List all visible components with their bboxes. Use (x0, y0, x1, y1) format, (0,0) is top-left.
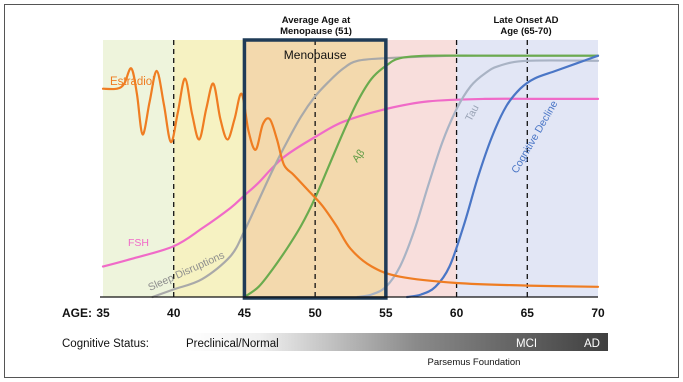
x-tick-label: 40 (167, 306, 181, 320)
x-axis-ticks: 35 40 45 50 55 60 65 70 (96, 306, 605, 320)
annotation-menopause-avg-line1: Average Age at (282, 15, 351, 26)
x-axis-label: AGE: (62, 306, 92, 320)
x-tick-label: 70 (591, 306, 605, 320)
region-45-50 (244, 40, 316, 297)
annotation-menopause-avg-line2: Menopause (51) (280, 26, 352, 37)
region-35-40 (103, 40, 174, 297)
series-line-a (243, 54, 600, 299)
cognitive-status-title: Cognitive Status: (62, 338, 149, 350)
series-line-estradiol (101, 67, 600, 288)
annotation-late-onset-line2: Age (65-70) (500, 26, 551, 37)
series-curves (101, 54, 600, 299)
menopause-box-label: Menopause (284, 48, 347, 62)
annotations: Average Age at Menopause (51) Late Onset… (280, 15, 559, 37)
cognitive-status-bar (182, 333, 608, 351)
x-tick-label: 55 (379, 306, 393, 320)
x-tick-label: 60 (450, 306, 464, 320)
series-label-fsh: FSH (128, 237, 149, 249)
annotation-late-onset-line1: Late Onset AD (493, 15, 558, 26)
series-line-cognitive-decline (406, 54, 600, 299)
dashed-guidelines (173, 40, 528, 297)
x-tick-label: 65 (521, 306, 535, 320)
age-regions (103, 40, 598, 297)
x-tick-label: 35 (96, 306, 110, 320)
series-line-fsh (101, 97, 600, 268)
x-tick-label: 50 (308, 306, 322, 320)
region-50-55 (315, 40, 386, 297)
x-tick-label: 45 (238, 306, 252, 320)
status-stage-preclinical: Preclinical/Normal (186, 338, 279, 350)
menopause-highlight-box (242, 38, 388, 300)
region-55-60 (385, 40, 457, 297)
series-label-estradiol: Estradiol (110, 76, 155, 88)
status-stage-ad: AD (584, 338, 600, 350)
status-stage-mci: MCI (516, 338, 537, 350)
credit-text: Parsemus Foundation (428, 357, 521, 368)
